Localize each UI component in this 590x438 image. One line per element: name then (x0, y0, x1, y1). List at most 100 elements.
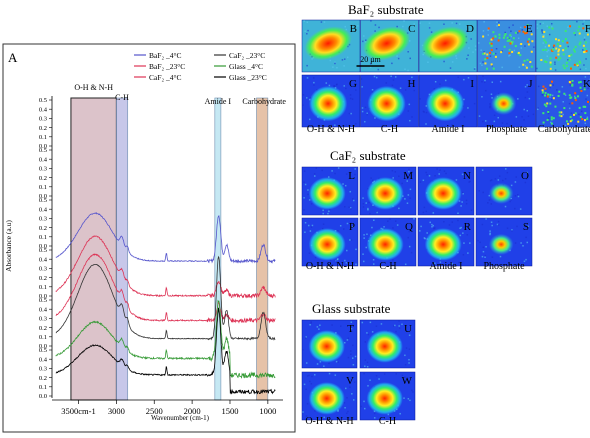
map-speckle (568, 107, 571, 110)
map-J: J (477, 74, 536, 128)
map-speckle (313, 84, 315, 86)
map-speckle (583, 85, 586, 88)
map-speckle (345, 412, 348, 415)
map-speckle (403, 20, 405, 22)
legend: BaF₂ _4°C CaF₂ _23°C BaF₂ _23°C Glass _4°C C… (134, 51, 267, 82)
map-speckle (336, 66, 338, 69)
map-letter: N (463, 170, 471, 182)
map-speckle (514, 195, 517, 197)
map-speckle (487, 29, 489, 32)
map-speckle (433, 88, 436, 90)
map-speckle (362, 253, 364, 255)
map-speckle (578, 32, 581, 35)
map-speckle (328, 84, 331, 87)
map-background (535, 19, 590, 73)
map-speckle (474, 48, 477, 51)
legend-entry: Glass _23°C (229, 73, 267, 82)
map-speckle (555, 47, 558, 50)
map-speckle (579, 61, 582, 64)
map-G: G (301, 74, 361, 128)
map-speckle (408, 362, 410, 364)
map-speckle (554, 63, 556, 65)
map-speckle (490, 42, 493, 45)
map-speckle (371, 88, 374, 91)
legend-entry: Glass _4°C (229, 62, 263, 71)
map-speckle (505, 168, 507, 170)
map-speckle (350, 353, 352, 356)
map-speckle (459, 234, 462, 237)
map-speckle (349, 190, 352, 193)
map-speckle (349, 94, 352, 96)
map-speckle (355, 122, 357, 125)
map-speckle (451, 263, 453, 265)
map-speckle (577, 120, 580, 123)
map-speckle (419, 230, 421, 232)
map-E: E (477, 19, 536, 73)
map-speckle (375, 375, 378, 377)
map-speckle (561, 86, 564, 88)
map-speckle (431, 226, 433, 228)
map-speckle (561, 40, 564, 43)
map-speckle (560, 111, 563, 114)
map-speckle (552, 117, 555, 120)
map-speckle (361, 321, 364, 324)
map-speckle (314, 410, 316, 412)
map-speckle (368, 201, 370, 204)
map-speckle (516, 225, 518, 228)
section-2: CaF₂ substrate L M N O P Q R S O-H & N-H C-H Amide … (301, 148, 533, 272)
map-speckle (511, 40, 514, 43)
map-speckle (551, 94, 554, 97)
map-speckle (425, 210, 428, 213)
map-speckle (511, 230, 513, 232)
map-speckle (582, 105, 585, 108)
map-column-label: O-H & N-H (307, 124, 355, 135)
map-speckle (514, 207, 516, 210)
map-speckle (467, 54, 469, 57)
legend-entry: BaF₂ _4°C (149, 51, 182, 60)
map-speckle (514, 31, 517, 34)
map-speckle (495, 47, 498, 50)
map-speckle (398, 207, 400, 210)
map-speckle (460, 226, 462, 229)
map-speckle (562, 49, 565, 52)
map-speckle (515, 116, 518, 118)
map-speckle (307, 193, 309, 196)
map-speckle (514, 45, 517, 48)
map-speckle (310, 203, 313, 205)
map-speckle (357, 25, 359, 27)
map-speckle (350, 225, 352, 227)
map-speckle (525, 31, 528, 34)
map-speckle (425, 171, 427, 174)
map-speckle (547, 117, 550, 119)
map-background (535, 74, 590, 128)
map-speckle (458, 261, 460, 264)
map-speckle (519, 26, 522, 29)
map-speckle (351, 393, 353, 395)
map-letter: T (347, 323, 354, 335)
map-speckle (410, 251, 413, 254)
map-speckle (568, 55, 571, 58)
map-speckle (583, 64, 585, 66)
map-speckle (521, 116, 523, 118)
map-speckle (466, 58, 468, 60)
map-speckle (525, 66, 528, 69)
map-speckle (419, 22, 421, 24)
map-speckle (498, 25, 500, 28)
map-speckle (557, 39, 560, 42)
y-tick-label: 0.3 (39, 316, 47, 323)
map-hotspot (308, 177, 346, 210)
map-speckle (380, 323, 383, 325)
y-tick-label: 0.3 (39, 166, 47, 173)
map-speckle (399, 87, 402, 89)
map-speckle (469, 180, 471, 183)
map-speckle (345, 387, 347, 390)
map-speckle (548, 44, 551, 47)
y-tick-label: 0.0 (39, 243, 47, 250)
map-speckle (432, 224, 434, 227)
map-speckle (390, 75, 392, 78)
map-speckle (465, 199, 468, 202)
map-speckle (509, 34, 512, 37)
map-speckle (348, 206, 350, 209)
map-speckle (550, 118, 553, 121)
